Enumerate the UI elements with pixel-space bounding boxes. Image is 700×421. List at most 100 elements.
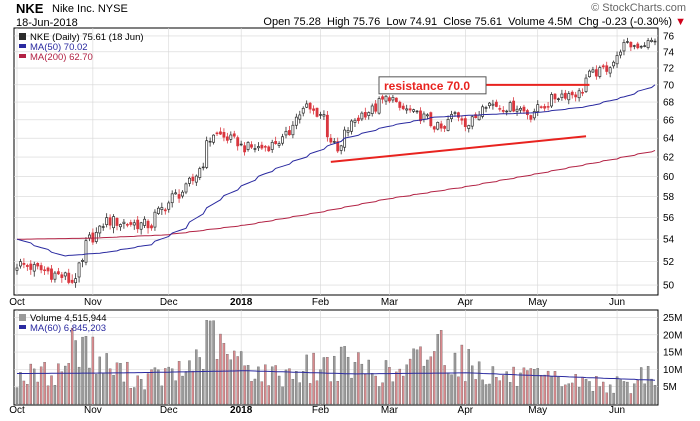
company-name: Nike Inc. NYSE — [52, 3, 128, 15]
candle-body — [139, 222, 143, 230]
volume-bar — [284, 369, 288, 405]
volume-bar — [405, 364, 408, 405]
volume-bar — [650, 378, 653, 405]
candle-body — [629, 41, 633, 48]
candle-body — [250, 144, 253, 148]
candle-body — [239, 143, 243, 146]
candle-body — [122, 221, 126, 224]
candle-body — [608, 67, 612, 74]
candle-body — [322, 114, 326, 117]
candle-body — [260, 144, 264, 149]
volume-bar — [136, 375, 139, 405]
volume-bar — [360, 363, 364, 405]
candle-body — [108, 217, 112, 226]
candle-body — [432, 126, 436, 130]
volume-bar — [646, 366, 650, 405]
volume-bar — [198, 357, 201, 405]
volume-bar — [22, 380, 26, 405]
candle-body — [101, 226, 105, 228]
candle-body — [439, 123, 443, 129]
candle-body — [519, 108, 522, 111]
candle-body — [308, 102, 312, 110]
candle-body — [570, 91, 574, 96]
x-tick-label: Apr — [458, 297, 474, 308]
candle-body — [163, 209, 167, 212]
volume-bar — [336, 381, 339, 405]
high-value: 75.76 — [352, 16, 381, 28]
candle-body — [29, 263, 33, 270]
volume-bar — [291, 379, 295, 405]
volume-bar — [202, 369, 205, 405]
candle-body — [429, 112, 433, 127]
candle-body — [39, 265, 43, 271]
volume-bar — [74, 340, 77, 405]
volume-bar — [322, 357, 326, 405]
price-tick-label: 72 — [663, 64, 675, 75]
volume-bar — [33, 368, 36, 405]
x-tick-label: 2018 — [230, 297, 253, 308]
candle-body — [53, 272, 57, 280]
volume-bar — [477, 361, 481, 405]
candle-body — [146, 220, 150, 229]
candle-body — [201, 166, 205, 169]
x-tick-label: Nov — [84, 405, 102, 416]
candle-body — [291, 124, 295, 136]
volume-bar — [333, 355, 336, 405]
volume-bar — [629, 393, 633, 405]
volume-bar — [608, 384, 612, 405]
candle-body — [98, 225, 102, 234]
x-tick-label: Mar — [381, 297, 399, 308]
price-tick-label: 74 — [663, 47, 675, 58]
volume-bar — [343, 346, 346, 405]
candle-body — [636, 43, 640, 49]
volume-bar — [264, 364, 267, 405]
legend-ma200: MA(200) 62.70 — [30, 52, 93, 63]
candle-body — [232, 133, 236, 137]
volume-bar — [508, 382, 512, 405]
candle-body — [394, 97, 398, 103]
volume-bar — [326, 357, 329, 405]
volume-bar — [295, 371, 298, 405]
volume-bar — [446, 372, 450, 405]
price-tick-label: 60 — [663, 172, 675, 183]
volume-bar — [581, 377, 584, 405]
volume-bar — [412, 348, 415, 405]
candle-body — [63, 272, 67, 277]
volume-bar — [384, 360, 388, 405]
candle-body — [288, 130, 291, 136]
open-value: 75.28 — [293, 16, 321, 28]
candle-body — [325, 114, 329, 138]
volume-bar — [188, 360, 191, 405]
volume-bar — [619, 379, 622, 405]
volume-bar — [353, 362, 357, 405]
candle-body — [160, 207, 164, 210]
moving-averages — [16, 84, 656, 381]
legend-volume: Volume 4,515,944 — [30, 313, 107, 324]
volume-bar — [350, 377, 353, 405]
candle-body — [60, 274, 64, 278]
volume-bar — [174, 380, 177, 405]
candle-body — [281, 136, 284, 144]
high-label: High — [327, 16, 350, 28]
candle-body — [363, 112, 367, 118]
volume-bar — [529, 368, 533, 405]
volume-bar — [177, 361, 181, 405]
volume-bar — [126, 361, 129, 405]
candle-body — [419, 110, 422, 122]
volume-bar — [598, 386, 602, 405]
candle-body — [374, 103, 378, 112]
volume-bar — [429, 356, 433, 405]
volume-tick-label: 20M — [663, 330, 682, 341]
candle-body — [353, 119, 357, 123]
candle-body — [356, 117, 360, 122]
candle-body — [88, 234, 91, 239]
candle-body — [294, 116, 298, 126]
volume-bar — [108, 368, 112, 405]
candle-body — [381, 96, 384, 100]
candle-body — [222, 132, 226, 138]
volume-bar — [129, 388, 133, 405]
volume-bar — [622, 381, 626, 405]
volume-bar — [543, 374, 546, 405]
exchange-label: NYSE — [97, 3, 128, 15]
volume-bar — [253, 378, 257, 405]
